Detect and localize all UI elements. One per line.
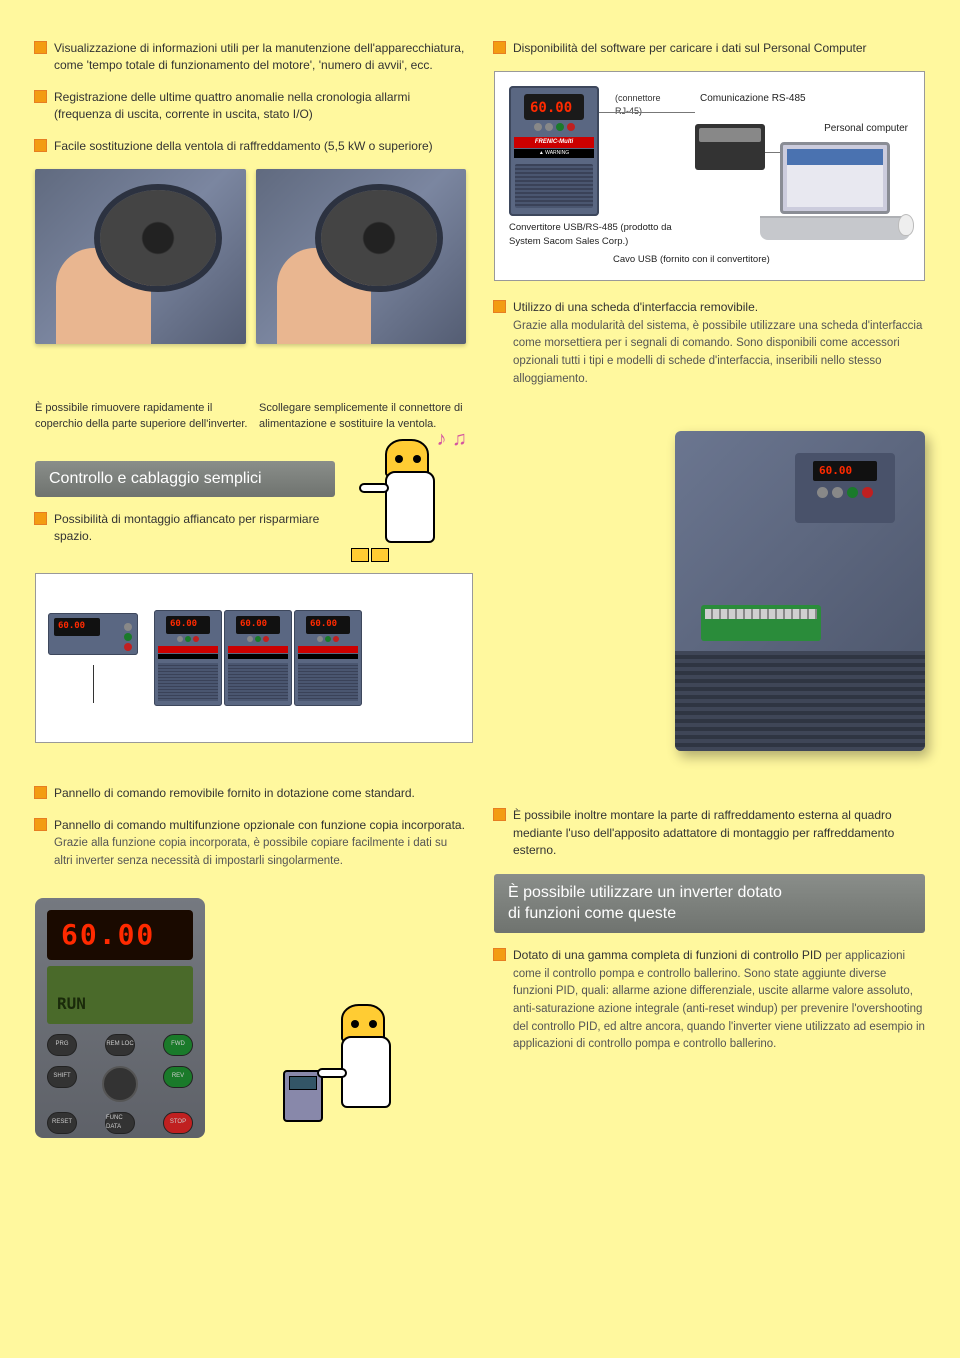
- music-notes-icon: ♪ ♫: [436, 425, 467, 454]
- bullet-sub: per applicazioni come il controllo pompa…: [513, 950, 925, 1050]
- inverter-cartoon-icon: [283, 1070, 323, 1122]
- bullet-icon: [35, 819, 46, 830]
- caption-1: È possibile rimuovere rapidamente il cop…: [35, 401, 249, 433]
- vent-icon: [515, 164, 593, 208]
- comm-label: Comunicazione RS-485: [700, 92, 806, 107]
- mid-left-col: È possibile rimuovere rapidamente il cop…: [35, 401, 473, 743]
- rs485-diagram: FRENIC-Multi ▲ WARNING (connettore RJ-45…: [494, 71, 925, 281]
- bullet-text: Disponibilità del software per caricare …: [513, 40, 925, 57]
- led-display-icon: [524, 94, 584, 120]
- keypad-btn-func: FUNC DATA: [105, 1112, 135, 1134]
- bottom-right-col: È possibile inoltre montare la parte di …: [494, 761, 925, 1137]
- bullet-sub: Grazie alla funzione copia incorporata, …: [54, 837, 447, 867]
- middle-section: È possibile rimuovere rapidamente il cop…: [35, 401, 925, 751]
- cartoon-worker-copy: [283, 984, 413, 1134]
- bullet-icon: [494, 301, 505, 312]
- bullet-text: È possibile inoltre montare la parte di …: [513, 807, 925, 859]
- inverter-icon: FRENIC-Multi ▲ WARNING: [509, 86, 599, 216]
- bullet-icon: [35, 91, 46, 102]
- terminal-block-icon: [701, 605, 821, 641]
- bullet-fan-replace: Facile sostituzione della ventola di raf…: [35, 138, 466, 155]
- keypad-btn-rev: REV: [163, 1066, 193, 1088]
- cartoon-arm-icon: [359, 483, 389, 493]
- photo-remove-cover: [35, 169, 246, 344]
- bullet-side-mount: Possibilità di montaggio affiancato per …: [35, 511, 335, 546]
- bullet-text: Pannello di comando removibile fornito i…: [54, 785, 466, 802]
- cable-label: Cavo USB (fornito con il convertitore): [613, 253, 770, 267]
- bullet-removable-panel: Pannello di comando removibile fornito i…: [35, 785, 466, 802]
- lcd-display-icon: [47, 966, 193, 1024]
- rj45-label: (connettore RJ-45): [615, 92, 661, 118]
- bullet-multifunction-panel: Pannello di comando multifunzione opzion…: [35, 817, 466, 870]
- brand-strip: FRENIC-Multi: [514, 137, 594, 148]
- bullet-icon: [35, 42, 46, 53]
- fan-photo-row: [35, 169, 466, 344]
- bullet-icon: [494, 42, 505, 53]
- bullet-icon: [35, 513, 46, 524]
- remote-panel-icon: [48, 613, 138, 655]
- inverter-icon: [224, 610, 292, 706]
- bottom-section: Pannello di comando removibile fornito i…: [35, 761, 925, 1137]
- led-display-icon: [47, 910, 193, 960]
- bullet-text: Facile sostituzione della ventola di raf…: [54, 138, 466, 155]
- inverter-keypad-icon: [795, 453, 895, 523]
- large-inverter-photo: [675, 431, 925, 751]
- banner-line2: di funzioni come queste: [508, 905, 676, 922]
- pc-label: Personal computer: [824, 122, 908, 137]
- bullet-text: Pannello di comando multifunzione opzion…: [54, 817, 466, 870]
- mouse-icon: [898, 214, 914, 236]
- inverter-icon: [154, 610, 222, 706]
- banner-functions: È possibile utilizzare un inverter dotat…: [494, 874, 925, 933]
- converter-label: Convertitore USB/RS-485 (prodotto da Sys…: [509, 221, 689, 249]
- banner-wiring: Controllo e cablaggio semplici: [35, 461, 335, 496]
- bullet-lead: Pannello di comando multifunzione opzion…: [54, 818, 465, 832]
- top-right-col: Disponibilità del software per caricare …: [494, 40, 925, 401]
- bullet-text: Registrazione delle ultime quattro anoma…: [54, 89, 466, 124]
- keypad-btn-prg: PRG: [47, 1034, 77, 1056]
- bullet-lead: Utilizzo di una scheda d'interfaccia rem…: [513, 300, 758, 314]
- multifunction-keypad-photo: PRG REM LOC FWD SHIFT REV RESET FUNC DAT…: [35, 898, 205, 1138]
- bottom-left-col: Pannello di comando removibile fornito i…: [35, 761, 466, 1137]
- top-section: Visualizzazione di informazioni utili pe…: [35, 40, 925, 401]
- keypad-btn-shift: SHIFT: [47, 1066, 77, 1088]
- bullet-alarm-log: Registrazione delle ultime quattro anoma…: [35, 89, 466, 124]
- bullet-text: Utilizzo di una scheda d'interfaccia rem…: [513, 299, 925, 387]
- photo-replace-fan: [256, 169, 467, 344]
- bullet-external-cooling: È possibile inoltre montare la parte di …: [494, 807, 925, 859]
- bullet-icon: [35, 787, 46, 798]
- bullet-lead: Dotato di una gamma completa di funzioni…: [513, 948, 822, 962]
- side-mount-illustration: [35, 573, 473, 743]
- keypad-btn-stop: STOP: [163, 1112, 193, 1134]
- cooling-grille-icon: [675, 651, 925, 751]
- boxes-icon: [351, 548, 391, 567]
- bullet-icon: [494, 949, 505, 960]
- laptop-icon: [760, 142, 910, 242]
- keypad-dots: [509, 123, 599, 131]
- cartoon-body-icon: [341, 1036, 391, 1108]
- top-left-col: Visualizzazione di informazioni utili pe…: [35, 40, 466, 401]
- mid-right-col: [501, 401, 925, 751]
- keypad-btn-fwd: FWD: [163, 1034, 193, 1056]
- cartoon-arm-icon: [317, 1068, 347, 1078]
- bullet-pid: Dotato di una gamma completa di funzioni…: [494, 947, 925, 1053]
- bullet-icon: [494, 809, 505, 820]
- cartoon-worker-notes: ♪ ♫: [343, 419, 473, 569]
- converter-icon: [695, 124, 765, 170]
- keypad-btn-reset: RESET: [47, 1112, 77, 1134]
- bullet-maintenance-info: Visualizzazione di informazioni utili pe…: [35, 40, 466, 75]
- bullet-software: Disponibilità del software per caricare …: [494, 40, 925, 57]
- bullet-text: Dotato di una gamma completa di funzioni…: [513, 947, 925, 1053]
- bullet-text: Visualizzazione di informazioni utili pe…: [54, 40, 466, 75]
- warning-strip: ▲ WARNING: [514, 149, 594, 158]
- bullet-icon: [35, 140, 46, 151]
- keypad-knob-icon: [102, 1066, 138, 1102]
- cartoon-body-icon: [385, 471, 435, 543]
- banner-line1: È possibile utilizzare un inverter dotat…: [508, 884, 782, 901]
- inverter-icon: [294, 610, 362, 706]
- bullet-sub: Grazie alla modularità del sistema, è po…: [513, 320, 922, 385]
- keypad-btn-remloc: REM LOC: [105, 1034, 135, 1056]
- bullet-text: Possibilità di montaggio affiancato per …: [54, 511, 335, 546]
- bullet-interface-card: Utilizzo di una scheda d'interfaccia rem…: [494, 299, 925, 387]
